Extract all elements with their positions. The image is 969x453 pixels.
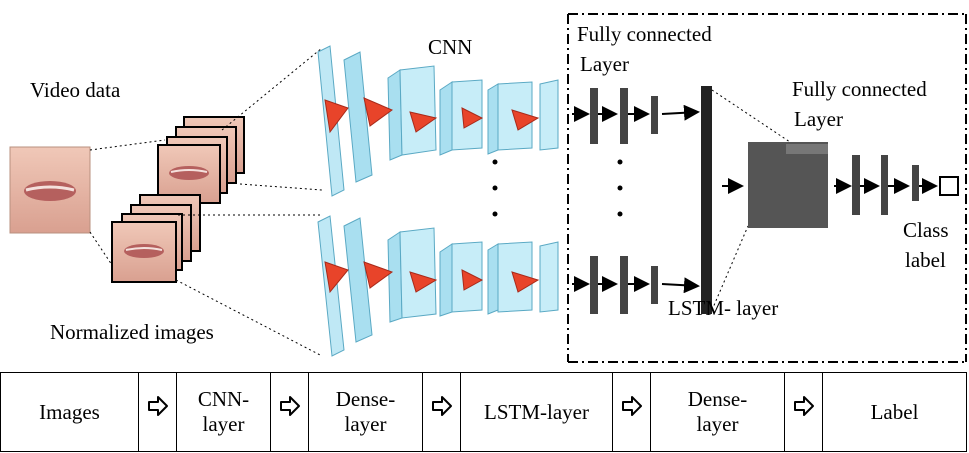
flow-arrow-3 <box>422 372 461 452</box>
normalized-frames-top <box>157 116 245 204</box>
flow-arrow-5 <box>784 372 823 452</box>
final-dense-layers <box>834 155 938 215</box>
flow-step-dense-layer-1: Dense-layer <box>308 372 423 452</box>
hollow-right-arrow-icon <box>279 395 300 416</box>
lstm-layer-label: LSTM- layer <box>668 296 779 320</box>
pipeline-flow-table: Images CNN-layer Dense-layer LSTM-layer … <box>0 372 967 452</box>
hollow-right-arrow-icon <box>147 395 168 416</box>
hollow-right-arrow-icon <box>431 395 452 416</box>
video-data-label: Video data <box>30 78 121 102</box>
flow-arrow-2 <box>270 372 309 452</box>
lstm-feature-block <box>748 142 828 228</box>
lstm-section-frame <box>567 13 967 363</box>
hollow-right-arrow-icon <box>621 395 642 416</box>
lstm-projection-lines <box>711 89 791 311</box>
lstm-bar <box>701 86 712 314</box>
flow-step-label: Label <box>822 372 967 452</box>
cnn-kernels-bottom <box>324 261 540 294</box>
class-label-line2: label <box>905 248 946 272</box>
fc-layer-1-line2: Layer <box>580 52 629 76</box>
class-output-node <box>939 176 959 196</box>
cnn-label: CNN <box>428 35 473 59</box>
dense-layer-bottom <box>572 256 700 314</box>
flow-step-cnn-layer: CNN-layer <box>176 372 271 452</box>
ellipsis-dots <box>492 159 623 217</box>
fc-layer-2-line1: Fully connected <box>792 77 927 101</box>
projection-lines <box>175 47 323 357</box>
lips-image-large <box>9 146 91 234</box>
normalized-images-label: Normalized images <box>50 320 214 344</box>
architecture-diagram <box>9 13 967 363</box>
flow-step-lstm-layer: LSTM-layer <box>460 372 613 452</box>
flow-arrow-4 <box>612 372 651 452</box>
flow-step-dense-layer-2: Dense-layer <box>650 372 785 452</box>
normalized-frames-bottom <box>111 194 201 283</box>
dense-layer-top <box>572 88 700 144</box>
flow-arrow-1 <box>138 372 177 452</box>
cnn-kernels-top <box>324 97 540 134</box>
cnn-pipeline-bottom <box>317 215 559 357</box>
flow-step-images: Images <box>0 372 139 452</box>
fc-layer-1-line1: Fully connected <box>577 22 712 46</box>
fc-layer-2-line2: Layer <box>794 107 843 131</box>
class-label-line1: Class <box>903 218 949 242</box>
hollow-right-arrow-icon <box>793 395 814 416</box>
